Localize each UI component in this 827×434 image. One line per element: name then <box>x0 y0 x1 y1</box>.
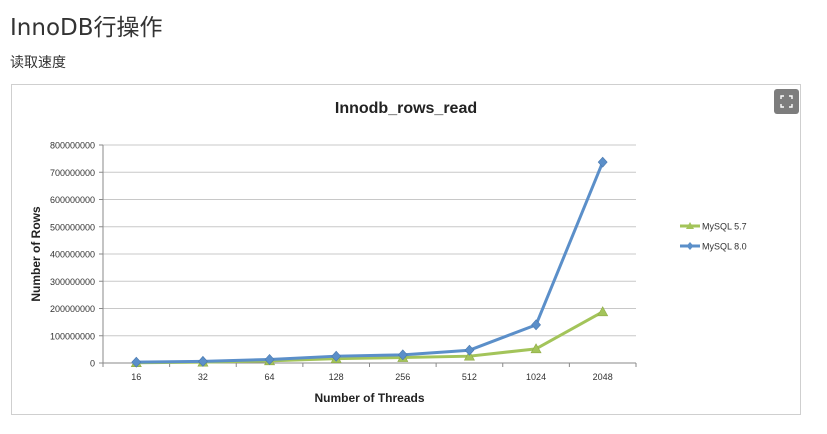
x-tick-label: 32 <box>198 372 208 382</box>
y-axis-label: Number of Rows <box>29 206 43 302</box>
y-tick-label: 0 <box>90 359 95 369</box>
x-axis-label: Number of Threads <box>314 391 424 405</box>
y-tick-label: 700000000 <box>50 168 95 178</box>
legend-marker <box>686 242 694 250</box>
x-tick-label: 64 <box>265 372 275 382</box>
data-point <box>331 350 342 362</box>
legend-marker <box>686 222 694 229</box>
y-tick-label: 600000000 <box>50 195 95 205</box>
expand-icon <box>780 95 793 108</box>
data-point <box>131 356 142 368</box>
data-point <box>531 319 541 331</box>
data-point <box>597 156 608 168</box>
series-line <box>136 161 605 364</box>
y-tick-label: 200000000 <box>50 304 95 314</box>
data-point <box>530 343 542 354</box>
y-tick-label: 500000000 <box>50 222 95 232</box>
y-tick-label: 300000000 <box>50 277 95 287</box>
data-point <box>264 354 275 365</box>
data-point <box>397 349 408 361</box>
page-title: InnoDB行操作 <box>10 15 163 41</box>
y-tick-label: 400000000 <box>50 250 95 260</box>
data-point <box>464 344 475 356</box>
y-tick-label: 100000000 <box>50 331 95 341</box>
chart-title: Innodb_rows_read <box>335 100 477 117</box>
data-point <box>597 306 609 317</box>
data-point <box>198 355 208 367</box>
x-tick-label: 256 <box>395 372 410 382</box>
x-tick-label: 16 <box>131 372 141 382</box>
expand-button[interactable] <box>774 89 799 114</box>
legend-label: MySQL 8.0 <box>702 242 747 252</box>
y-tick-label: 800000000 <box>50 141 95 151</box>
x-tick-label: 2048 <box>593 372 613 382</box>
x-tick-label: 512 <box>462 372 477 382</box>
legend-label: MySQL 5.7 <box>702 222 747 232</box>
section-label: 读取速度 <box>10 55 66 71</box>
x-tick-label: 1024 <box>526 372 546 382</box>
data-point <box>463 350 475 361</box>
x-tick-label: 128 <box>329 372 344 382</box>
